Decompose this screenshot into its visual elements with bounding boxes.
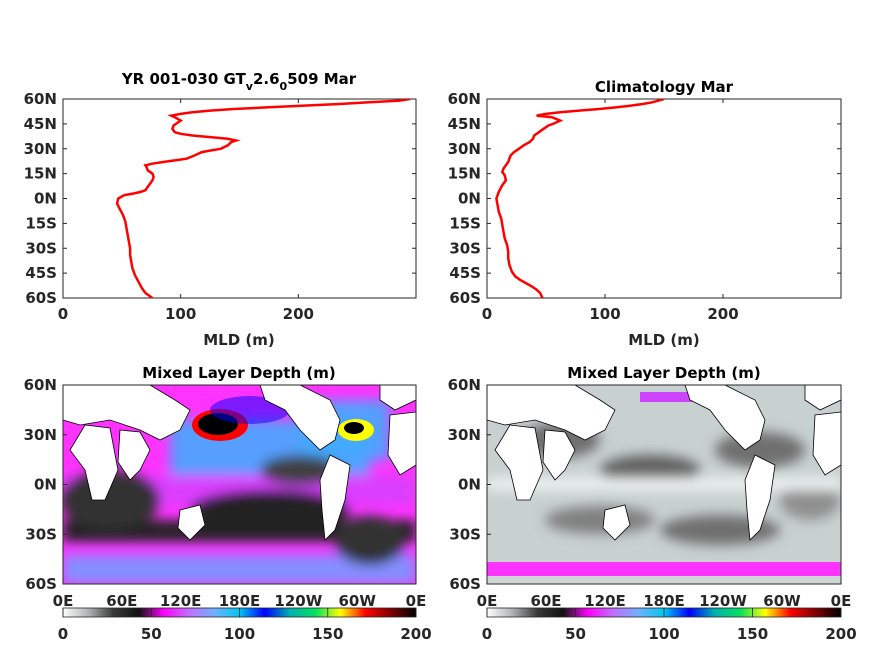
x-tick-label: 100 <box>589 305 620 323</box>
y-tick-label: 60N <box>448 90 481 108</box>
y-tick-label: 30N <box>24 140 57 158</box>
y-tick-label: 30N <box>24 426 57 444</box>
y-tick-label: 60S <box>25 289 57 307</box>
y-tick-label: 45N <box>448 115 481 133</box>
series-line-model-mld <box>115 99 411 298</box>
x-tick-label: 180E <box>643 592 685 610</box>
y-tick-label: 45N <box>24 115 57 133</box>
y-tick-label: 60S <box>25 575 57 593</box>
panel-climatology-profile: Climatology Mar 60N45N30N15N0N15S30S45S6… <box>448 78 842 349</box>
x-tick-label: 120W <box>699 592 747 610</box>
y-tick-label: 15N <box>24 165 57 183</box>
x-tick-label: 200 <box>707 305 738 323</box>
colorbar-tick-label: 200 <box>400 625 431 643</box>
x-tick-label: 120E <box>160 592 202 610</box>
y-tick-label: 0N <box>34 190 57 208</box>
x-tick-label: 60W <box>338 592 376 610</box>
y-tick-label: 60S <box>449 575 481 593</box>
y-tick-label: 60N <box>448 376 481 394</box>
x-tick-label: 120W <box>274 592 322 610</box>
y-tick-label: 45S <box>449 264 481 282</box>
y-tick-label: 0N <box>458 476 481 494</box>
x-tick-label: 120E <box>584 592 626 610</box>
y-tick-label: 30S <box>25 239 57 257</box>
x-tick-label: 0 <box>58 305 68 323</box>
colorbar-tick-label: 50 <box>141 625 162 643</box>
x-tick-label: 60E <box>530 592 561 610</box>
y-tick-label: 30S <box>25 525 57 543</box>
map-model-title: Mixed Layer Depth (m) <box>142 364 335 382</box>
y-tick-label: 0N <box>34 476 57 494</box>
y-tick-label: 60S <box>449 289 481 307</box>
x-tick-label: 180E <box>219 592 261 610</box>
x-axis-label-model: MLD (m) <box>203 331 275 349</box>
x-tick-label: 0E <box>406 592 427 610</box>
x-tick-label: 0E <box>831 592 852 610</box>
panel-climatology-title: Climatology Mar <box>595 78 734 96</box>
x-tick-label: 0E <box>477 592 498 610</box>
y-tick-label: 45S <box>25 264 57 282</box>
map-model-field <box>63 385 416 584</box>
y-tick-label: 30N <box>448 426 481 444</box>
x-tick-label: 0E <box>53 592 74 610</box>
x-tick-label: 0 <box>482 305 492 323</box>
y-tick-label: 15N <box>448 165 481 183</box>
map-climatology-title: Mixed Layer Depth (m) <box>567 364 760 382</box>
colorbar-tick-label: 150 <box>312 625 343 643</box>
y-tick-label: 30S <box>449 525 481 543</box>
y-tick-label: 30S <box>449 239 481 257</box>
map-climatology-field <box>487 385 841 584</box>
colorbar-tick-label: 50 <box>565 625 586 643</box>
x-axis-label-climatology: MLD (m) <box>628 331 700 349</box>
x-tick-label: 100 <box>165 305 196 323</box>
x-tick-label: 200 <box>283 305 314 323</box>
panel-model-map: Mixed Layer Depth (m) <box>24 364 432 643</box>
y-tick-label: 60N <box>24 376 57 394</box>
panel-model-profile: YR 001-030 GTv2.60509 Mar 60N 45N 30N 15N 0N… <box>24 70 417 349</box>
panel-climatology-map: Mixed Layer Depth (m) <box>448 364 857 643</box>
panel-model-title: YR 001-030 GTv2.60509 Mar <box>121 70 357 93</box>
y-tick-label: 0N <box>458 190 481 208</box>
colorbar-tick-label: 0 <box>482 625 492 643</box>
colorbar-tick-label: 150 <box>737 625 768 643</box>
axes-climatology-profile <box>486 98 842 299</box>
y-tick-label: 15S <box>449 214 481 232</box>
y-tick-label: 60N <box>24 90 57 108</box>
colorbar-tick-label: 200 <box>825 625 856 643</box>
x-tick-label: 60W <box>763 592 801 610</box>
colorbar-tick-label: 0 <box>58 625 68 643</box>
colorbar-ticks-model: 0 50 100 150 200 <box>58 608 432 643</box>
x-tick-label: 60E <box>106 592 137 610</box>
colorbar-tick-label: 100 <box>648 625 679 643</box>
y-tick-label: 30N <box>448 140 481 158</box>
axes-model-profile <box>62 98 417 299</box>
colorbar-tick-label: 100 <box>224 625 255 643</box>
series-line-climatology-mld <box>495 99 665 298</box>
y-tick-label: 15S <box>25 214 57 232</box>
colorbar-ticks-climatology: 0 50 100 150 200 <box>482 608 857 643</box>
